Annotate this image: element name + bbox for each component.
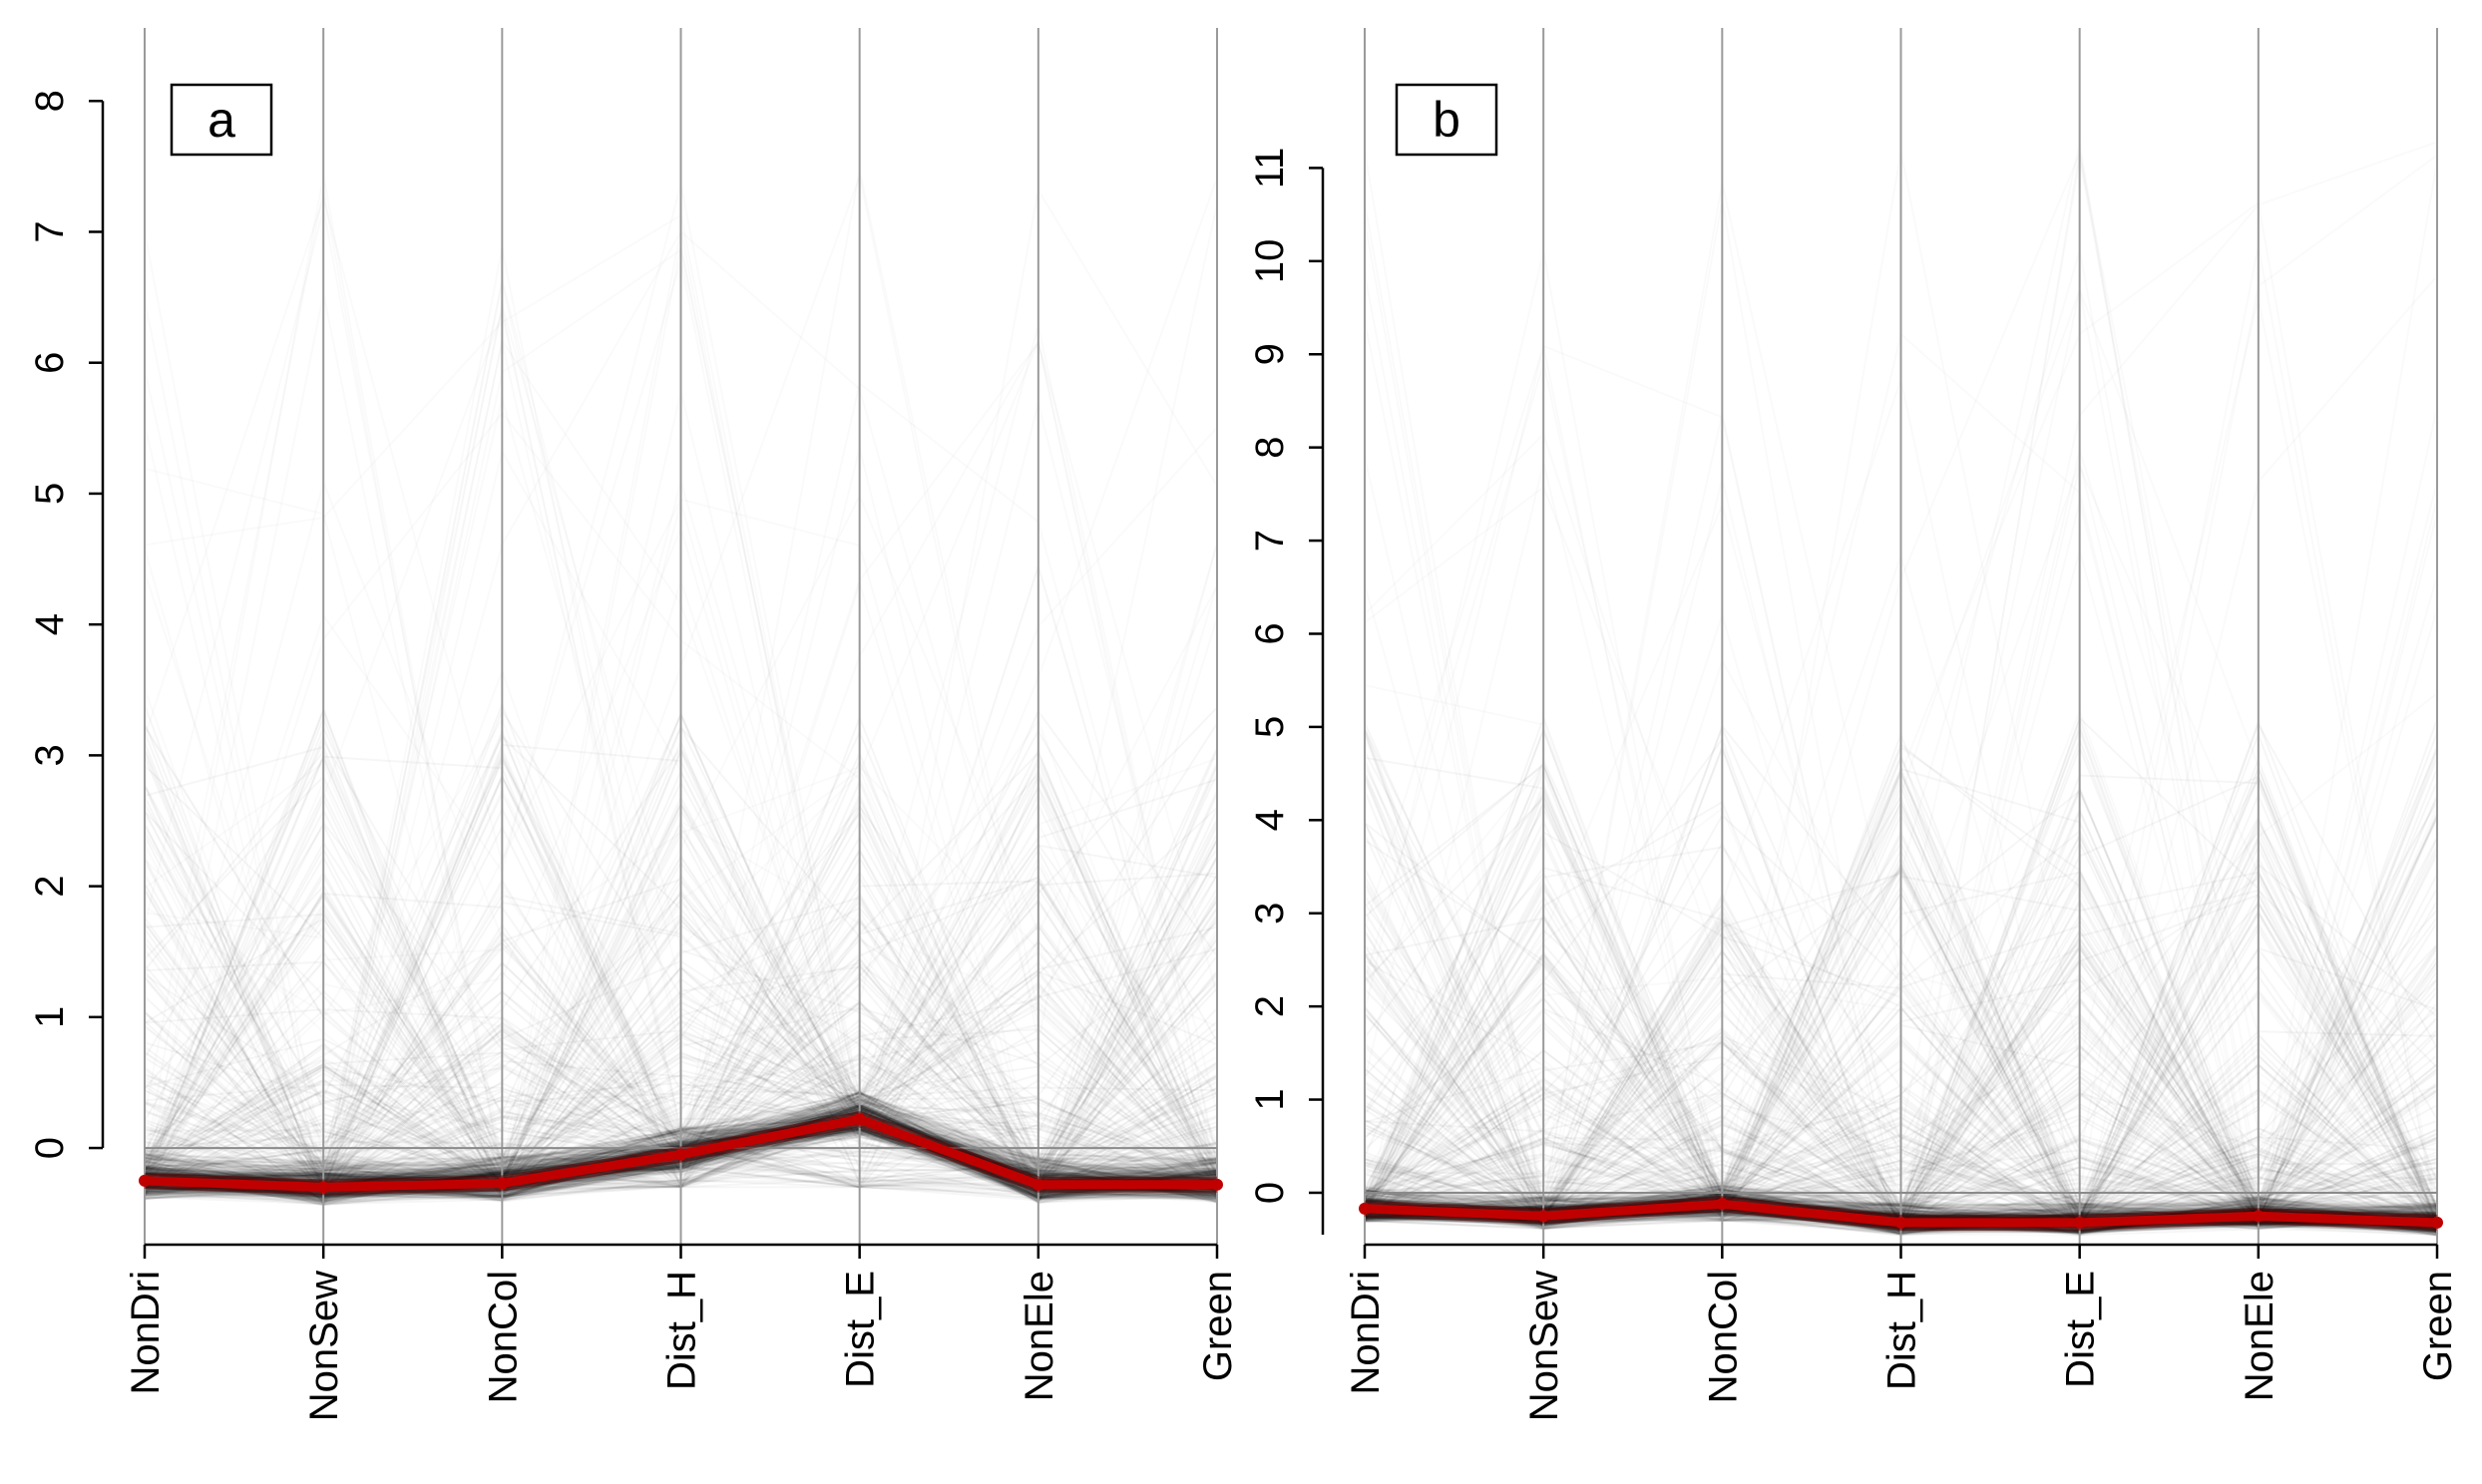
highlight-point xyxy=(496,1177,509,1190)
y-axis: 0 1 2 3 4 5 6 7 8 xyxy=(28,90,105,1159)
y-tick-label: 10 xyxy=(1248,239,1292,284)
panel-tag-box xyxy=(170,83,273,157)
panel-tag: b xyxy=(1395,83,1498,157)
y-tick-label: 9 xyxy=(1248,343,1292,365)
highlight-point xyxy=(674,1148,687,1161)
x-axis: NonDri NonSew NonCol Dist_H Dist_E NonEle Gree… xyxy=(1344,1243,2460,1421)
x-tick-label-dist-e: Dist_E xyxy=(839,1271,883,1388)
chart-b: 0 1 2 3 4 5 6 7 8 9 10 11 NonDri NonSew NonCol Dist_H Di… xyxy=(1248,28,2460,1421)
x-tick-label-dist-e: Dist_E xyxy=(2059,1271,2103,1388)
highlight-point xyxy=(2252,1210,2265,1223)
y-tick-label: 7 xyxy=(1248,530,1292,552)
x-tick-label-dist-h: Dist_H xyxy=(660,1271,704,1390)
y-tick-label: 0 xyxy=(1248,1182,1292,1204)
x-tick-label-nondri: NonDri xyxy=(124,1271,168,1394)
panel-tag-label: a xyxy=(207,92,235,148)
y-tick-label: 0 xyxy=(28,1137,72,1159)
highlight-point xyxy=(1894,1216,1907,1229)
x-tick-label-nonsew: NonSew xyxy=(302,1271,346,1421)
x-tick-label-green: Green xyxy=(2416,1271,2460,1381)
y-tick-label: 5 xyxy=(1248,716,1292,738)
y-tick-label: 4 xyxy=(28,613,72,635)
y-tick-label: 11 xyxy=(1248,148,1292,189)
panel-tag: a xyxy=(170,83,273,157)
y-tick-label: 8 xyxy=(1248,437,1292,459)
highlight-point xyxy=(1032,1178,1044,1191)
y-axis: 0 1 2 3 4 5 6 7 8 9 10 11 xyxy=(1248,148,1325,1235)
x-axis: NonDri NonSew NonCol Dist_H Dist_E NonEle Gree… xyxy=(124,1243,1240,1421)
y-tick-label: 6 xyxy=(28,352,72,374)
y-tick-label: 1 xyxy=(1248,1088,1292,1110)
y-tick-label: 1 xyxy=(28,1006,72,1028)
highlight-point xyxy=(1537,1210,1550,1223)
x-tick-label-dist-h: Dist_H xyxy=(1880,1271,1924,1390)
highlight-point xyxy=(139,1174,151,1187)
y-tick-label: 5 xyxy=(28,483,72,505)
y-tick-label: 2 xyxy=(28,875,72,897)
y-tick-label: 7 xyxy=(28,220,72,242)
x-tick-label-noncol: NonCol xyxy=(481,1271,525,1403)
x-tick-label-nonele: NonEle xyxy=(2238,1271,2281,1401)
panel-tag-label: b xyxy=(1433,92,1460,148)
highlight-point xyxy=(853,1113,866,1126)
x-tick-label-nonsew: NonSew xyxy=(1522,1271,1566,1421)
y-tick-label: 2 xyxy=(1248,995,1292,1017)
y-tick-label: 8 xyxy=(28,90,72,112)
x-tick-label-nonele: NonEle xyxy=(1018,1271,1061,1401)
highlight-point xyxy=(2073,1216,2086,1229)
x-tick-label-nondri: NonDri xyxy=(1344,1271,1388,1394)
y-tick-label: 6 xyxy=(1248,622,1292,644)
y-tick-label: 3 xyxy=(28,744,72,766)
y-tick-label: 3 xyxy=(1248,903,1292,925)
y-tick-label: 4 xyxy=(1248,809,1292,831)
panel-tag-box xyxy=(1395,83,1498,157)
highlight-point xyxy=(1716,1198,1729,1211)
highlight-point xyxy=(2431,1216,2443,1229)
highlight-point xyxy=(317,1181,330,1194)
highlight-point xyxy=(1211,1178,1223,1191)
x-tick-label-noncol: NonCol xyxy=(1701,1271,1745,1403)
highlight-point xyxy=(1359,1202,1371,1215)
x-tick-label-green: Green xyxy=(1196,1271,1240,1381)
